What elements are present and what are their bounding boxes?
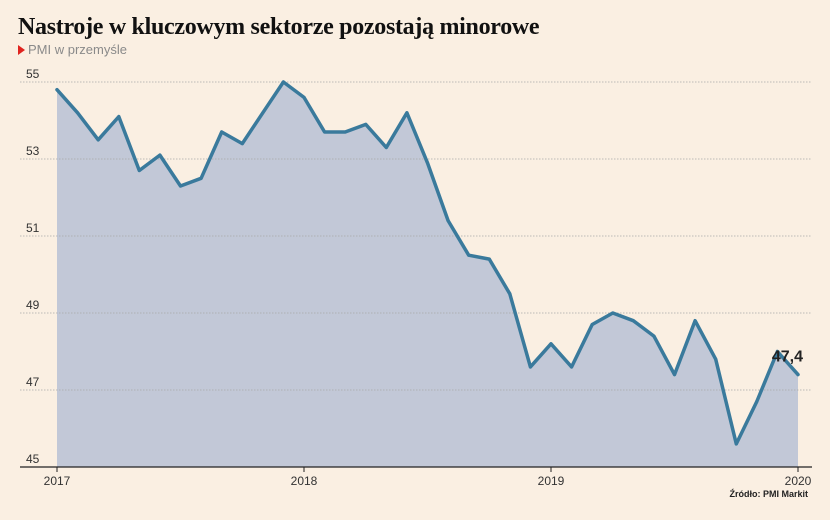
data-point	[714, 357, 718, 361]
data-point	[673, 373, 676, 377]
y-tick-label: 51	[26, 221, 40, 235]
data-point	[426, 161, 429, 165]
data-point	[261, 111, 265, 115]
x-tick-label: 2018	[291, 474, 318, 488]
data-point	[796, 373, 800, 377]
source-note: Źródło: PMI Markit	[729, 489, 809, 499]
data-point	[117, 115, 121, 119]
area-fill	[57, 82, 798, 467]
data-point	[405, 111, 409, 115]
data-point	[631, 319, 635, 323]
data-point	[549, 342, 553, 346]
data-point	[55, 88, 59, 92]
data-point	[240, 142, 244, 146]
x-tick-label: 2020	[785, 474, 812, 488]
data-point	[199, 176, 203, 180]
data-point	[323, 130, 327, 134]
triangle-marker-icon	[18, 45, 25, 55]
x-tick-label: 2017	[44, 474, 71, 488]
data-point	[652, 334, 656, 338]
data-point	[281, 80, 285, 84]
data-point	[693, 319, 697, 323]
data-point	[734, 442, 738, 446]
subtitle-text: PMI w przemyśle	[28, 42, 127, 57]
data-point	[487, 257, 491, 261]
y-tick-label: 49	[26, 298, 40, 312]
data-point	[611, 311, 615, 315]
data-point	[755, 400, 759, 403]
data-point	[137, 169, 141, 172]
x-tick-label: 2019	[538, 474, 565, 488]
last-value-label: 47,4	[772, 349, 803, 366]
data-point	[467, 253, 471, 257]
data-point	[76, 111, 80, 115]
data-point	[179, 184, 182, 188]
y-tick-label: 45	[26, 452, 40, 466]
y-tick-label: 47	[26, 375, 40, 389]
data-point	[364, 122, 368, 126]
data-point	[570, 365, 574, 369]
data-point	[775, 350, 779, 353]
data-point	[590, 323, 594, 326]
data-point	[384, 146, 388, 149]
y-tick-label: 55	[26, 67, 40, 81]
data-point	[528, 365, 532, 369]
data-point	[508, 292, 512, 296]
data-point	[220, 130, 224, 134]
chart-subtitle: PMI w przemyśle	[18, 42, 127, 57]
data-point	[302, 95, 306, 99]
data-point	[343, 130, 347, 134]
chart-title: Nastroje w kluczowym sektorze pozostają …	[18, 14, 540, 40]
data-point	[96, 138, 100, 142]
data-point	[158, 153, 162, 157]
data-point	[446, 219, 450, 223]
y-tick-label: 53	[26, 144, 40, 158]
